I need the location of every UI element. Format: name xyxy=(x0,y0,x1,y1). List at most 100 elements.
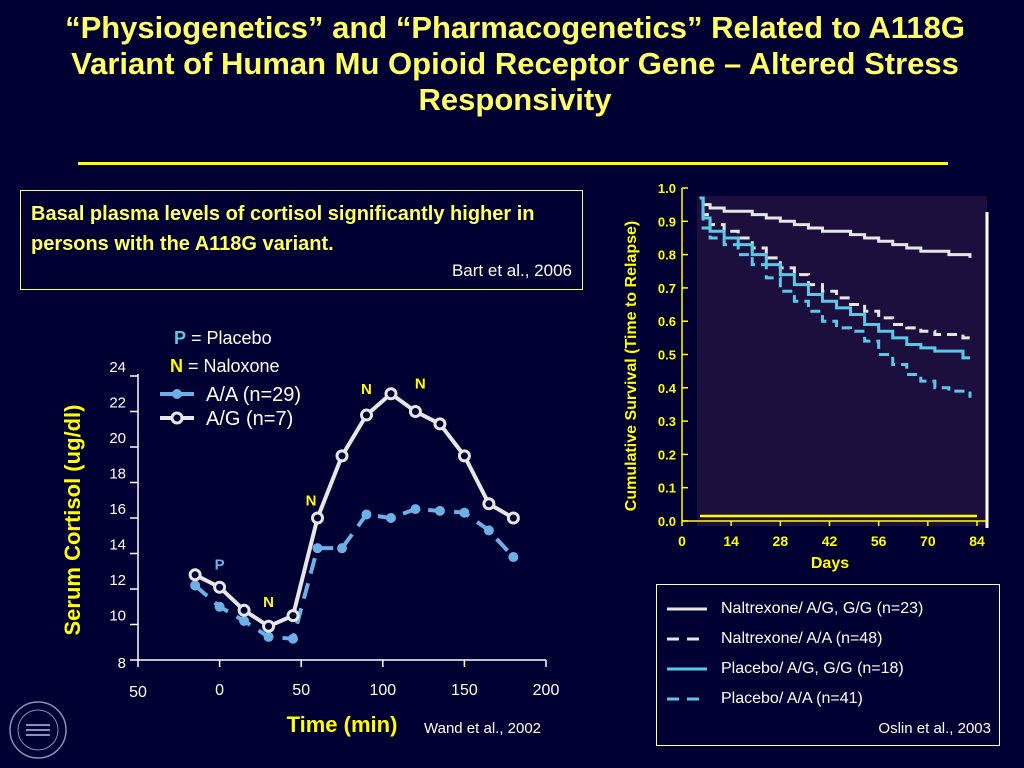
data-point xyxy=(188,568,202,582)
survival-legend-item: Naltrexone/ A/G, G/G (n=23) xyxy=(657,597,997,621)
y-tick-label: 8 xyxy=(118,655,126,672)
data-point xyxy=(385,513,396,523)
y-tick-label: 1.0 xyxy=(658,181,676,196)
legend-label: Naltrexone/ A/A (n=48) xyxy=(721,630,883,647)
data-point xyxy=(213,580,227,594)
treatment-marker: N xyxy=(361,381,372,398)
annotation-key-item: N = Naloxone xyxy=(170,356,280,376)
legend-swatch xyxy=(667,667,707,671)
y-tick-label: 0.0 xyxy=(658,514,676,529)
legend-label: Naltrexone/ A/G, G/G (n=23) xyxy=(721,600,924,617)
data-point xyxy=(408,405,422,418)
x-tick-label: 56 xyxy=(871,533,887,549)
data-point xyxy=(457,449,471,463)
finding-box: Basal plasma levels of cortisol signific… xyxy=(20,190,583,290)
x-tick-label: 84 xyxy=(969,533,985,549)
legend-marker xyxy=(172,389,182,399)
legend-label: Placebo/ A/G, G/G (n=18) xyxy=(721,660,904,677)
legend-swatch xyxy=(667,697,707,701)
data-point xyxy=(459,507,470,518)
y-axis-label: Cumulative Survival (Time to Relapse) xyxy=(623,221,640,511)
x-tick-label: 50 xyxy=(292,682,310,699)
treatment-marker: N xyxy=(263,594,274,611)
data-point xyxy=(361,509,372,520)
x-tick-label: 0 xyxy=(678,533,686,549)
y-tick-label: 24 xyxy=(109,359,126,376)
data-point xyxy=(239,615,250,626)
y-axis-label: Serum Cortisol (ug/dl) xyxy=(60,405,85,636)
data-point xyxy=(288,633,299,644)
survival-legend-item: Naltrexone/ A/A (n=48) xyxy=(657,627,997,651)
survival-curve xyxy=(699,196,970,360)
x-tick-label: 70 xyxy=(920,533,936,549)
data-point xyxy=(190,580,201,591)
y-tick-label: 0.9 xyxy=(658,214,676,229)
survival-legend-item: Placebo/ A/G, G/G (n=18) xyxy=(657,657,997,681)
survival-curve xyxy=(699,196,972,398)
annotation-key-item: P = Placebo xyxy=(174,328,272,348)
data-point xyxy=(311,511,325,525)
x-tick-label: 200 xyxy=(533,682,560,699)
cortisol-chart-citation: Wand et al., 2002 xyxy=(424,720,542,737)
finding-citation: Bart et al., 2006 xyxy=(451,261,572,280)
legend-swatch xyxy=(667,607,707,611)
x-tick-label: 100 xyxy=(369,682,396,699)
treatment-marker: P xyxy=(215,556,225,573)
y-tick-label: 0.2 xyxy=(658,447,676,462)
data-point xyxy=(384,387,398,401)
slide-title: “Physiogenetics” and “Pharmacogenetics” … xyxy=(65,10,965,117)
x-axis-label: Time (min) xyxy=(287,712,398,737)
legend-swatch xyxy=(667,637,707,641)
y-tick-label: 14 xyxy=(109,537,126,554)
survival-legend: Naltrexone/ A/G, G/G (n=23) Naltrexone/ A… xyxy=(656,584,1000,746)
y-tick-label: 10 xyxy=(109,608,126,625)
legend-label: Placebo/ A/A (n=41) xyxy=(721,690,863,707)
data-point xyxy=(433,417,447,431)
y-tick-label: 0.1 xyxy=(658,481,676,496)
data-point xyxy=(434,505,445,516)
x-tick-label: 0 xyxy=(215,682,224,699)
y-tick-label: 0.6 xyxy=(658,314,676,329)
title-underline xyxy=(78,162,948,165)
y-tick-label: 16 xyxy=(109,501,126,518)
x-tick-label: 150 xyxy=(451,682,478,699)
data-point xyxy=(286,609,300,623)
y-tick-label: 12 xyxy=(109,572,126,589)
legend-marker xyxy=(170,411,184,425)
legend-label: A/A (n=29) xyxy=(206,384,301,406)
data-point xyxy=(359,408,373,422)
legend-label: A/G (n=7) xyxy=(206,408,293,430)
data-point xyxy=(214,601,225,612)
y-tick-label: 20 xyxy=(109,430,126,447)
x-tick-label: 50 xyxy=(129,684,147,701)
data-point xyxy=(508,552,519,563)
survival-legend-item: Placebo/ A/A (n=41) xyxy=(657,687,997,711)
data-point xyxy=(263,631,274,642)
data-point xyxy=(482,497,496,511)
y-tick-label: 0.7 xyxy=(658,281,676,296)
data-point xyxy=(262,619,276,633)
university-seal-logo xyxy=(9,701,67,759)
data-point xyxy=(335,449,349,463)
treatment-marker: N xyxy=(415,375,426,392)
treatment-marker: N xyxy=(306,493,317,510)
x-tick-label: 14 xyxy=(723,533,739,549)
y-tick-label: 0.3 xyxy=(658,414,676,429)
x-axis-label: Days xyxy=(811,555,849,572)
survival-curve xyxy=(699,196,972,342)
survival-chart-citation: Oslin et al., 2003 xyxy=(878,720,991,737)
y-tick-label: 0.8 xyxy=(658,248,676,263)
data-point xyxy=(483,525,494,536)
data-point xyxy=(506,511,520,525)
data-point xyxy=(237,603,251,617)
data-point xyxy=(410,504,421,515)
data-point xyxy=(312,543,323,554)
survival-curve xyxy=(699,196,972,258)
y-tick-label: 0.5 xyxy=(658,348,676,363)
y-tick-label: 22 xyxy=(109,395,126,412)
data-point xyxy=(337,543,347,554)
x-tick-label: 28 xyxy=(773,533,789,549)
y-tick-label: 18 xyxy=(109,466,126,483)
